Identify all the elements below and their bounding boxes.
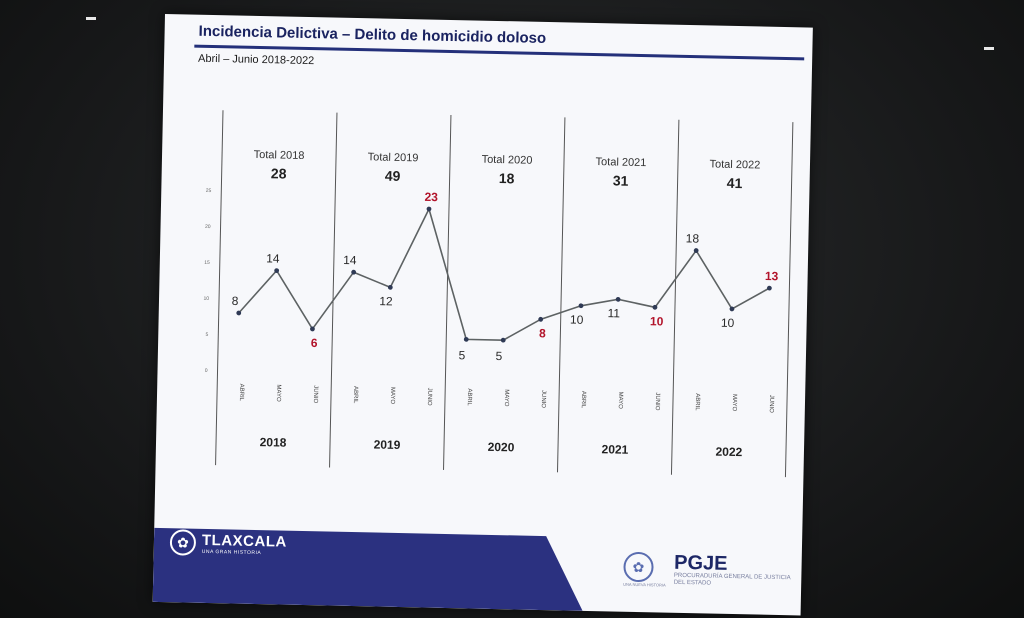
data-label: 18 [686, 231, 700, 245]
x-tick-label: ABRIL [580, 391, 586, 409]
data-label: 10 [650, 314, 664, 328]
data-label: 14 [266, 251, 280, 265]
data-label: 23 [424, 190, 438, 204]
x-tick-label: JUNIO [654, 392, 660, 410]
data-label: 10 [570, 313, 584, 327]
x-tick-label: JUNIO [768, 395, 774, 413]
footer-band [152, 527, 583, 611]
data-label: 6 [311, 336, 318, 350]
data-label: 13 [765, 269, 779, 283]
x-tick-label: MAYO [731, 394, 737, 412]
pgje-logo: ✿ UNA NUEVA HISTORIA PGJE PROCURADURÍA G… [623, 551, 794, 591]
data-point [652, 304, 658, 310]
x-tick-label: ABRIL [352, 386, 358, 404]
data-point [693, 248, 699, 253]
group-total-value: 28 [271, 165, 287, 181]
homicide-line-chart: 0 5 10 15 20 25 Total 2018 28 2018 ABRIL MAYO JUNIO… [203, 110, 794, 478]
data-label: 5 [495, 349, 502, 363]
group-total-value: 18 [499, 170, 515, 186]
group-total-label: Total 2021 [595, 156, 646, 169]
x-tick-label: JUNIO [540, 390, 546, 408]
data-point [615, 296, 621, 302]
data-label: 14 [343, 253, 357, 267]
x-tick-label: MAYO [389, 387, 395, 405]
data-point [729, 306, 735, 312]
group-total-value: 49 [385, 168, 401, 184]
data-point [426, 206, 432, 212]
data-point [274, 268, 280, 273]
group-total-label: Total 2018 [254, 149, 305, 162]
y-tick-label: 5 [205, 332, 208, 338]
data-label: 8 [539, 326, 546, 340]
group-total-value: 41 [727, 175, 743, 191]
data-point [500, 337, 506, 343]
data-point [351, 269, 357, 275]
group-divider-line [443, 115, 452, 470]
tlaxcala-logo: ✿ TLAXCALA UNA GRAN HISTORIA [169, 529, 287, 557]
tlaxcala-emblem-icon: ✿ [169, 529, 197, 556]
screen-marker-left [86, 17, 96, 20]
x-tick-label: ABRIL [466, 388, 472, 406]
group-year-label: 2020 [488, 440, 515, 455]
group-year-label: 2022 [715, 445, 742, 460]
pgje-subtitle: PROCURADURÍA GENERAL DE JUSTICIA DEL EST… [673, 572, 791, 587]
group-divider-line [784, 122, 794, 478]
group-year-label: 2021 [601, 442, 628, 457]
pgje-name: PGJE [673, 551, 728, 575]
x-tick-label: ABRIL [694, 393, 700, 411]
group-total-value: 31 [613, 172, 629, 188]
group-divider-line [215, 110, 224, 466]
group-divider-line [670, 119, 680, 475]
data-label: 12 [379, 294, 393, 308]
y-tick-label: 15 [204, 260, 210, 266]
pgje-tagline: UNA NUEVA HISTORIA [623, 581, 666, 588]
x-tick-label: ABRIL [238, 384, 244, 402]
y-tick-label: 20 [205, 224, 211, 230]
data-label: 10 [721, 316, 735, 330]
group-year-label: 2018 [260, 435, 287, 450]
group-total-label: Total 2020 [482, 154, 533, 167]
projected-slide: Incidencia Delictiva – Delito de homicid… [152, 14, 813, 616]
data-label: 11 [607, 306, 620, 320]
tlaxcala-name: TLAXCALA [201, 531, 287, 551]
data-point [310, 326, 315, 332]
screen-marker-right [984, 47, 994, 50]
y-tick-label: 25 [206, 188, 212, 194]
data-point [578, 303, 584, 309]
data-point [236, 310, 242, 316]
series-line [238, 206, 770, 341]
group-total-label: Total 2019 [368, 151, 419, 164]
x-tick-label: JUNIO [426, 388, 432, 406]
x-tick-label: MAYO [617, 392, 623, 410]
data-point [463, 336, 469, 342]
data-point [387, 284, 393, 290]
x-tick-label: MAYO [503, 389, 509, 407]
group-year-label: 2019 [374, 437, 401, 452]
data-point [766, 285, 772, 291]
x-tick-label: JUNIO [312, 385, 318, 403]
group-divider-line [329, 112, 338, 468]
group-divider-line [556, 117, 566, 473]
data-label: 5 [458, 348, 465, 362]
y-tick-label: 10 [203, 296, 209, 302]
group-total-label: Total 2022 [709, 158, 760, 171]
data-label: 8 [232, 294, 239, 308]
pgje-emblem-icon: ✿ [623, 551, 654, 583]
data-point [538, 316, 544, 322]
x-tick-label: MAYO [275, 384, 281, 402]
y-tick-label: 0 [205, 368, 208, 374]
